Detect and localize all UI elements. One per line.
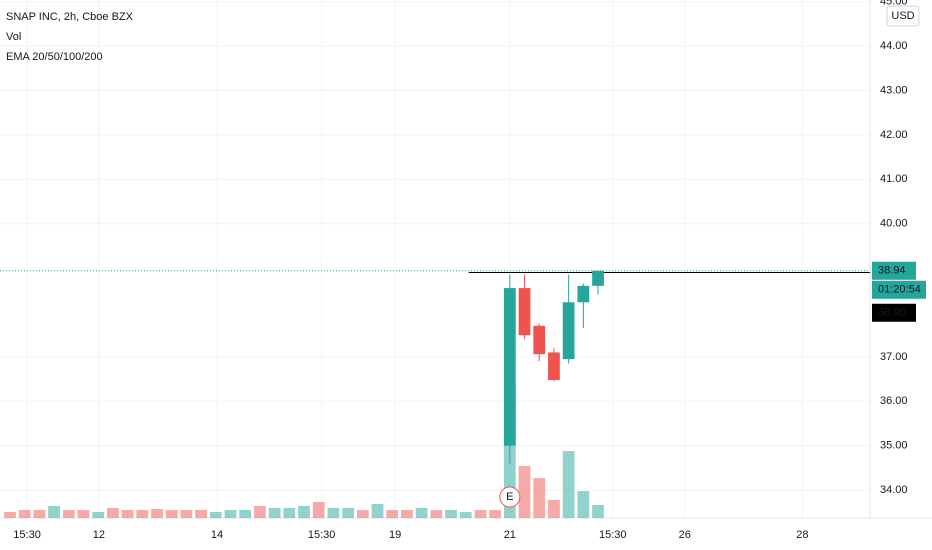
volume-bar (356, 510, 369, 518)
volume-bar (459, 512, 472, 518)
x-tick-label: 28 (796, 529, 808, 541)
volume-bar (195, 510, 207, 518)
volume-bar (268, 508, 281, 518)
horizontal-line-label: 38.90 (878, 307, 906, 319)
x-tick-label: 21 (504, 529, 516, 541)
y-tick-label: 43.00 (880, 84, 908, 96)
currency[interactable]: USD (891, 10, 914, 22)
y-tick-label: 45.00 (880, 0, 908, 8)
indicator: Vol (6, 31, 21, 43)
volume-bar (92, 512, 105, 518)
countdown: 01:20:54 (878, 284, 921, 296)
volume-bar (239, 510, 252, 518)
volume-bar (121, 510, 134, 518)
indicator: EMA 20/50/100/200 (6, 51, 103, 63)
volume-bar (562, 451, 575, 518)
y-tick-label: 35.00 (880, 440, 908, 452)
candle-body (577, 285, 590, 303)
volume-bar (533, 478, 546, 518)
y-tick-label: 40.00 (880, 218, 908, 230)
volume-bar (371, 504, 384, 518)
x-tick-label: 14 (211, 529, 223, 541)
volume-bar (107, 508, 119, 518)
x-tick-label: 15:30 (308, 529, 336, 541)
candle-body (518, 288, 531, 336)
y-tick-label: 34.00 (880, 484, 908, 496)
x-tick-label: 15:30 (13, 529, 41, 541)
volume-bar (165, 510, 178, 518)
volume-bar (474, 510, 487, 518)
volume-bar (136, 510, 149, 518)
candle-body (548, 352, 560, 380)
currency-box[interactable] (886, 5, 920, 27)
volume-bar (4, 512, 16, 518)
volume-bar (48, 506, 60, 518)
candle-body (562, 302, 575, 360)
volume-bar (224, 510, 237, 518)
event-marker-bg (499, 486, 521, 508)
volume-bar (283, 508, 296, 518)
volume-bar (577, 491, 590, 518)
candle-body (533, 325, 546, 355)
volume-bar (342, 508, 354, 518)
x-tick-label: 12 (93, 529, 105, 541)
volume-bar (62, 510, 75, 518)
volume-bar (401, 510, 413, 518)
volume-bar (489, 510, 502, 518)
x-tick-label: 26 (679, 529, 691, 541)
volume-bar (33, 510, 46, 518)
volume-bar (386, 510, 399, 518)
volume-bar (430, 510, 443, 518)
volume-bar (180, 510, 193, 518)
volume-bar (327, 508, 340, 518)
horizontal-line-box (872, 303, 916, 322)
volume-bar (312, 502, 325, 518)
volume-bar (151, 509, 163, 518)
volume-bar (592, 505, 604, 518)
candle-body (503, 288, 516, 446)
candle-body (592, 270, 604, 286)
chart-title: SNAP INC, 2h, Cboe BZX (6, 11, 134, 23)
y-tick-label: 41.00 (880, 173, 908, 185)
volume-bar (518, 466, 531, 518)
volume-bar (548, 500, 560, 518)
y-tick-label: 42.00 (880, 129, 908, 141)
event-marker: E (506, 491, 513, 503)
volume-bar (77, 510, 90, 518)
volume-bar (254, 506, 266, 518)
last-price-box (872, 261, 916, 280)
y-tick-label: 37.00 (880, 351, 908, 363)
last-price-label: 38.94 (878, 265, 906, 277)
countdown-box (872, 280, 926, 299)
volume-bar (18, 510, 31, 518)
volume-bar (445, 510, 457, 518)
y-tick-label: 36.00 (880, 395, 908, 407)
volume-bar (415, 508, 428, 518)
volume-bar (209, 512, 222, 518)
y-tick-label: 44.00 (880, 40, 908, 52)
x-tick-label: 19 (389, 529, 401, 541)
volume-bar (298, 506, 310, 518)
x-tick-label: 15:30 (599, 529, 627, 541)
